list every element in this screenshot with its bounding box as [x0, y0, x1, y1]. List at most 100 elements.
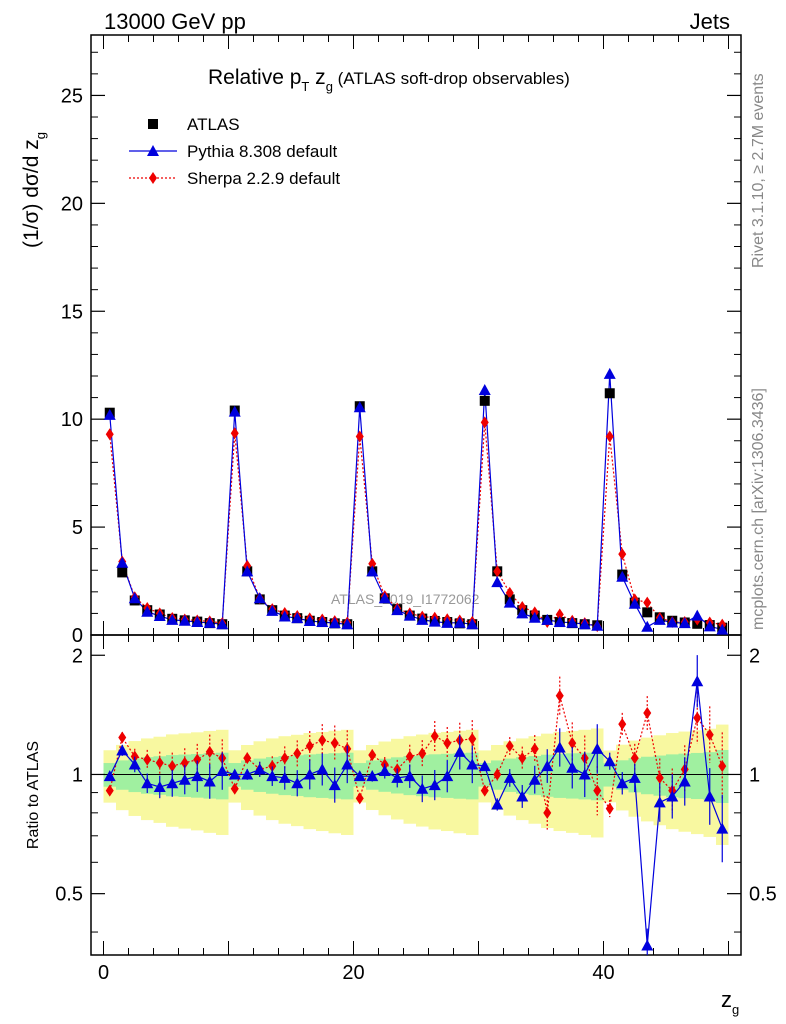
- x-tick-label: 0: [98, 962, 109, 984]
- y-tick-label: 5: [72, 517, 83, 539]
- pythia-point: [641, 620, 654, 632]
- pythia-ratio-point: [103, 770, 116, 782]
- sherpa-ratio-point: [705, 728, 714, 741]
- pythia-ratio-point: [516, 790, 529, 802]
- pythia-point: [428, 615, 441, 627]
- ratio-band-inner: [516, 757, 529, 794]
- sherpa-ratio-point: [605, 802, 614, 815]
- pythia-point: [378, 592, 391, 604]
- sherpa-point: [505, 586, 514, 599]
- ratio-tick-label: 0.5: [55, 884, 83, 906]
- sherpa-ratio-point: [555, 689, 564, 702]
- ratio-band-inner: [691, 752, 704, 800]
- sherpa-point: [480, 416, 489, 429]
- pythia-point: [253, 592, 266, 604]
- pythia-ratio-point: [553, 741, 566, 753]
- pythia-ratio-point: [141, 777, 154, 789]
- legend: ATLAS Pythia 8.308 default Sherpa 2.2.9 de…: [129, 115, 340, 188]
- atlas-point: [604, 388, 615, 399]
- pythia-point: [503, 596, 516, 608]
- sherpa-point: [618, 548, 627, 561]
- sherpa-ratio-point: [593, 784, 602, 797]
- pythia-ratio-point: [391, 771, 404, 783]
- pythia-point: [453, 616, 466, 628]
- pythia-point: [416, 613, 429, 625]
- legend-label: Pythia 8.308 default: [187, 142, 338, 161]
- atlas-point: [117, 567, 128, 578]
- pythia-point: [566, 616, 579, 628]
- pythia-ratio-point: [153, 780, 166, 792]
- y-tick-label: 15: [61, 301, 83, 323]
- x-tick-label: 20: [342, 962, 364, 984]
- pythia-point: [103, 408, 116, 420]
- legend-label: Sherpa 2.2.9 default: [187, 169, 340, 188]
- x-axis-label: zg: [721, 987, 739, 1017]
- sherpa-ratio-point: [505, 739, 514, 752]
- pythia-ratio-point: [253, 763, 266, 775]
- pythia-point: [553, 616, 566, 628]
- sherpa-ratio-point: [280, 752, 289, 765]
- ratio-band-inner: [641, 756, 654, 795]
- ratio-band-inner: [591, 752, 604, 801]
- sherpa-ratio-point: [180, 756, 189, 769]
- pythia-ratio-point: [341, 758, 354, 770]
- y-tick-label: 10: [61, 409, 83, 431]
- sherpa-ratio-point: [355, 792, 364, 805]
- sherpa-ratio-point: [530, 742, 539, 755]
- pythia-point: [116, 556, 129, 568]
- svg-text:Ratio to ATLAS: Ratio to ATLAS: [25, 741, 42, 849]
- ratio-tick-label-right: 1: [749, 764, 760, 786]
- sherpa-ratio-point: [118, 731, 127, 744]
- pythia-ratio-point: [178, 773, 191, 785]
- pythia-ratio-point: [353, 770, 366, 782]
- pythia-point: [278, 610, 291, 622]
- atlas-point: [642, 607, 653, 618]
- pythia-point: [341, 618, 354, 630]
- pythia-ratio-point: [478, 760, 491, 772]
- pythia-point: [603, 367, 616, 379]
- main-axes: 0 5 10 15 20 25: [61, 34, 742, 647]
- analysis-label: ATLAS_2019_I1772062: [331, 591, 480, 607]
- pythia-ratio-point: [166, 777, 179, 789]
- pythia-point: [678, 617, 691, 629]
- pythia-ratio-point: [541, 760, 554, 772]
- pythia-ratio-point: [216, 765, 229, 777]
- legend-pythia-marker: [147, 145, 159, 156]
- legend-atlas-marker: [148, 119, 158, 129]
- pythia-point: [666, 616, 679, 628]
- pythia-point: [478, 384, 491, 396]
- pythia-point: [353, 401, 366, 413]
- ratio-tick-label: 1: [72, 764, 83, 786]
- sherpa-ratio-point: [718, 760, 727, 773]
- pythia-ratio-point: [266, 770, 279, 782]
- sherpa-ratio-point: [330, 737, 339, 750]
- pythia-point: [466, 618, 479, 630]
- pythia-ratio-point: [641, 939, 654, 951]
- ratio-tick-label-right: 0.5: [749, 884, 777, 906]
- sherpa-ratio-point: [480, 784, 489, 797]
- pythia-ratio-point: [441, 770, 454, 782]
- pythia-point: [328, 617, 341, 629]
- pythia-ratio-point: [653, 796, 666, 808]
- pythia-point: [441, 616, 454, 628]
- sherpa-ratio-point: [655, 771, 664, 784]
- sherpa-point: [518, 600, 527, 613]
- pythia-point: [391, 604, 404, 616]
- sherpa-ratio-point: [243, 752, 252, 765]
- y-tick-label: 25: [61, 85, 83, 107]
- pythia-ratio-point: [316, 763, 329, 775]
- pythia-point: [616, 570, 629, 582]
- sherpa-point: [105, 428, 114, 441]
- sherpa-ratio-point: [418, 747, 427, 760]
- pythia-ratio-point: [291, 777, 304, 789]
- pythia-point: [303, 614, 316, 626]
- process-label: Jets: [690, 9, 730, 34]
- sherpa-ratio-point: [368, 748, 377, 761]
- pythia-ratio-point: [678, 775, 691, 787]
- pythia-point: [153, 610, 166, 622]
- pythia-point: [691, 609, 704, 621]
- pythia-ratio-point: [203, 775, 216, 787]
- sherpa-point: [230, 427, 239, 440]
- pythia-point: [541, 613, 554, 625]
